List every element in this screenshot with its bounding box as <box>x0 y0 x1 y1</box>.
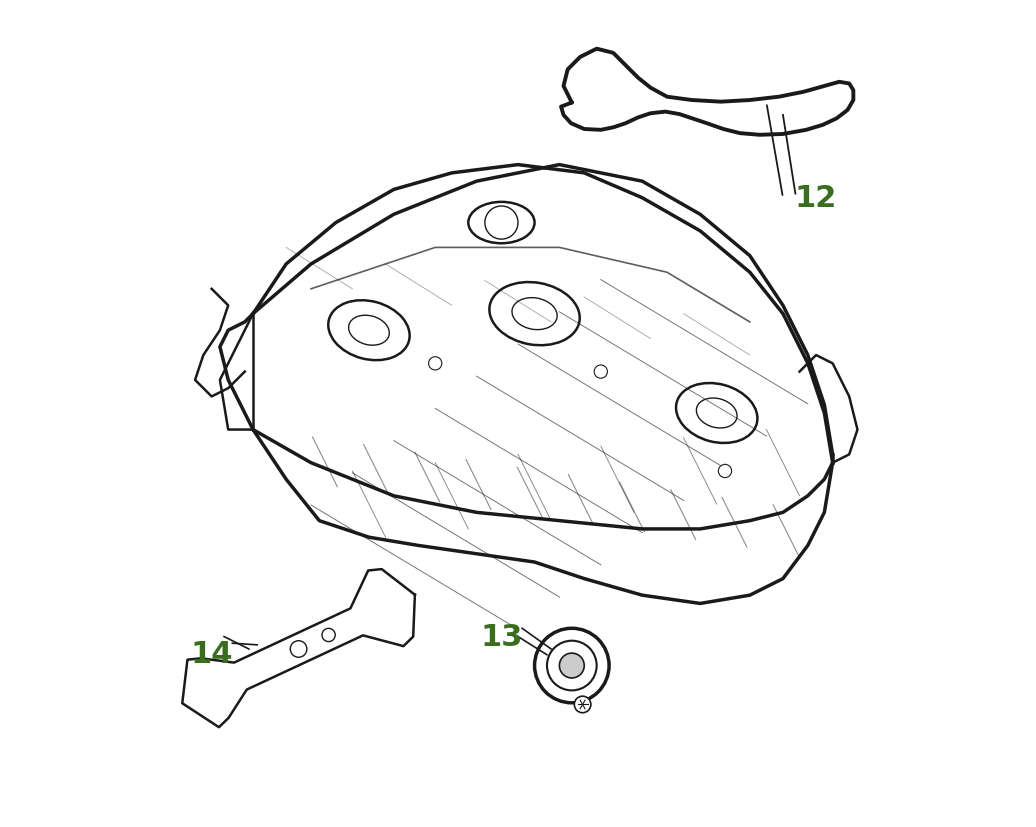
Circle shape <box>718 465 731 478</box>
Text: 14: 14 <box>191 638 233 668</box>
Text: 12: 12 <box>795 184 837 213</box>
Circle shape <box>322 629 336 642</box>
Circle shape <box>559 653 584 678</box>
Circle shape <box>429 357 441 370</box>
Circle shape <box>574 696 591 713</box>
Text: 13: 13 <box>481 622 522 652</box>
Circle shape <box>595 366 607 379</box>
Circle shape <box>290 641 307 657</box>
Circle shape <box>485 207 518 240</box>
